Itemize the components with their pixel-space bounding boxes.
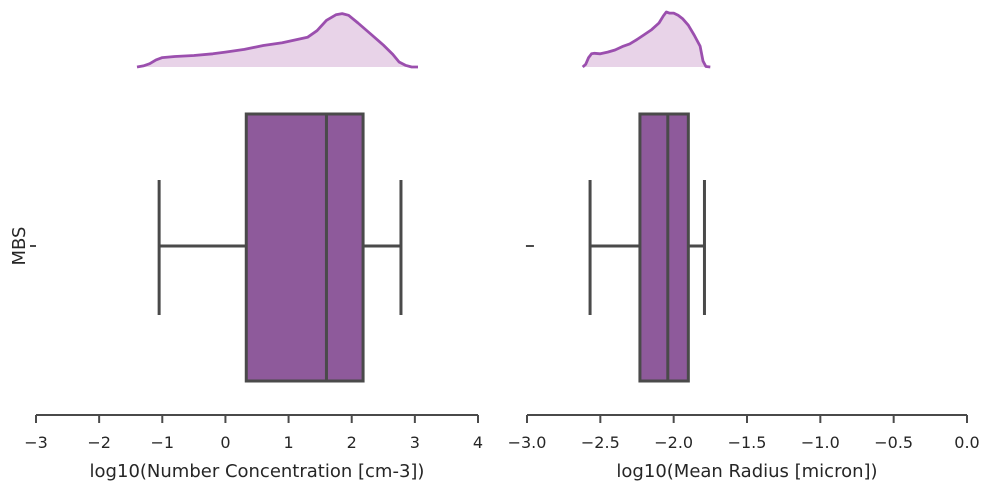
kde-fill bbox=[137, 13, 418, 68]
x-tick-label: −3 bbox=[24, 433, 48, 452]
kde-line bbox=[136, 12, 418, 69]
x-tick-label: −1.5 bbox=[728, 433, 767, 452]
x-tick-label: −3.0 bbox=[508, 433, 547, 452]
kde-fill bbox=[582, 12, 711, 67]
panel-number-concentration: −3 −2 −1 0 1 2 3 4 log10(Number Concentration [c… bbox=[24, 12, 483, 482]
x-tick-label: −2 bbox=[87, 433, 111, 452]
x-tick-label: 4 bbox=[473, 433, 483, 452]
x-axis-label: log10(Mean Radius [micron]) bbox=[616, 461, 877, 482]
x-tick-label: 1 bbox=[283, 433, 293, 452]
x-tick-label: −0.5 bbox=[874, 433, 913, 452]
box-iqr bbox=[244, 112, 365, 383]
x-tick-label: −1.0 bbox=[801, 433, 840, 452]
panel-mean-radius: −3.0 −2.5 −2.0 −1.5 −1.0 −0.5 0.0 log10(Mean Ra… bbox=[508, 10, 980, 482]
x-tick-label: 0 bbox=[220, 433, 230, 452]
x-tick-label: −2.0 bbox=[654, 433, 693, 452]
x-tick-label: 2 bbox=[347, 433, 357, 452]
x-axis-label: log10(Number Concentration [cm-3]) bbox=[90, 461, 425, 482]
x-tick-label: 0.0 bbox=[954, 433, 979, 452]
box-iqr bbox=[638, 112, 690, 383]
x-tick-label: −1 bbox=[150, 433, 174, 452]
kde-line bbox=[581, 10, 711, 69]
y-axis-label: MBS bbox=[9, 227, 30, 266]
x-tick-label: −2.5 bbox=[581, 433, 620, 452]
x-tick-label: 3 bbox=[410, 433, 420, 452]
